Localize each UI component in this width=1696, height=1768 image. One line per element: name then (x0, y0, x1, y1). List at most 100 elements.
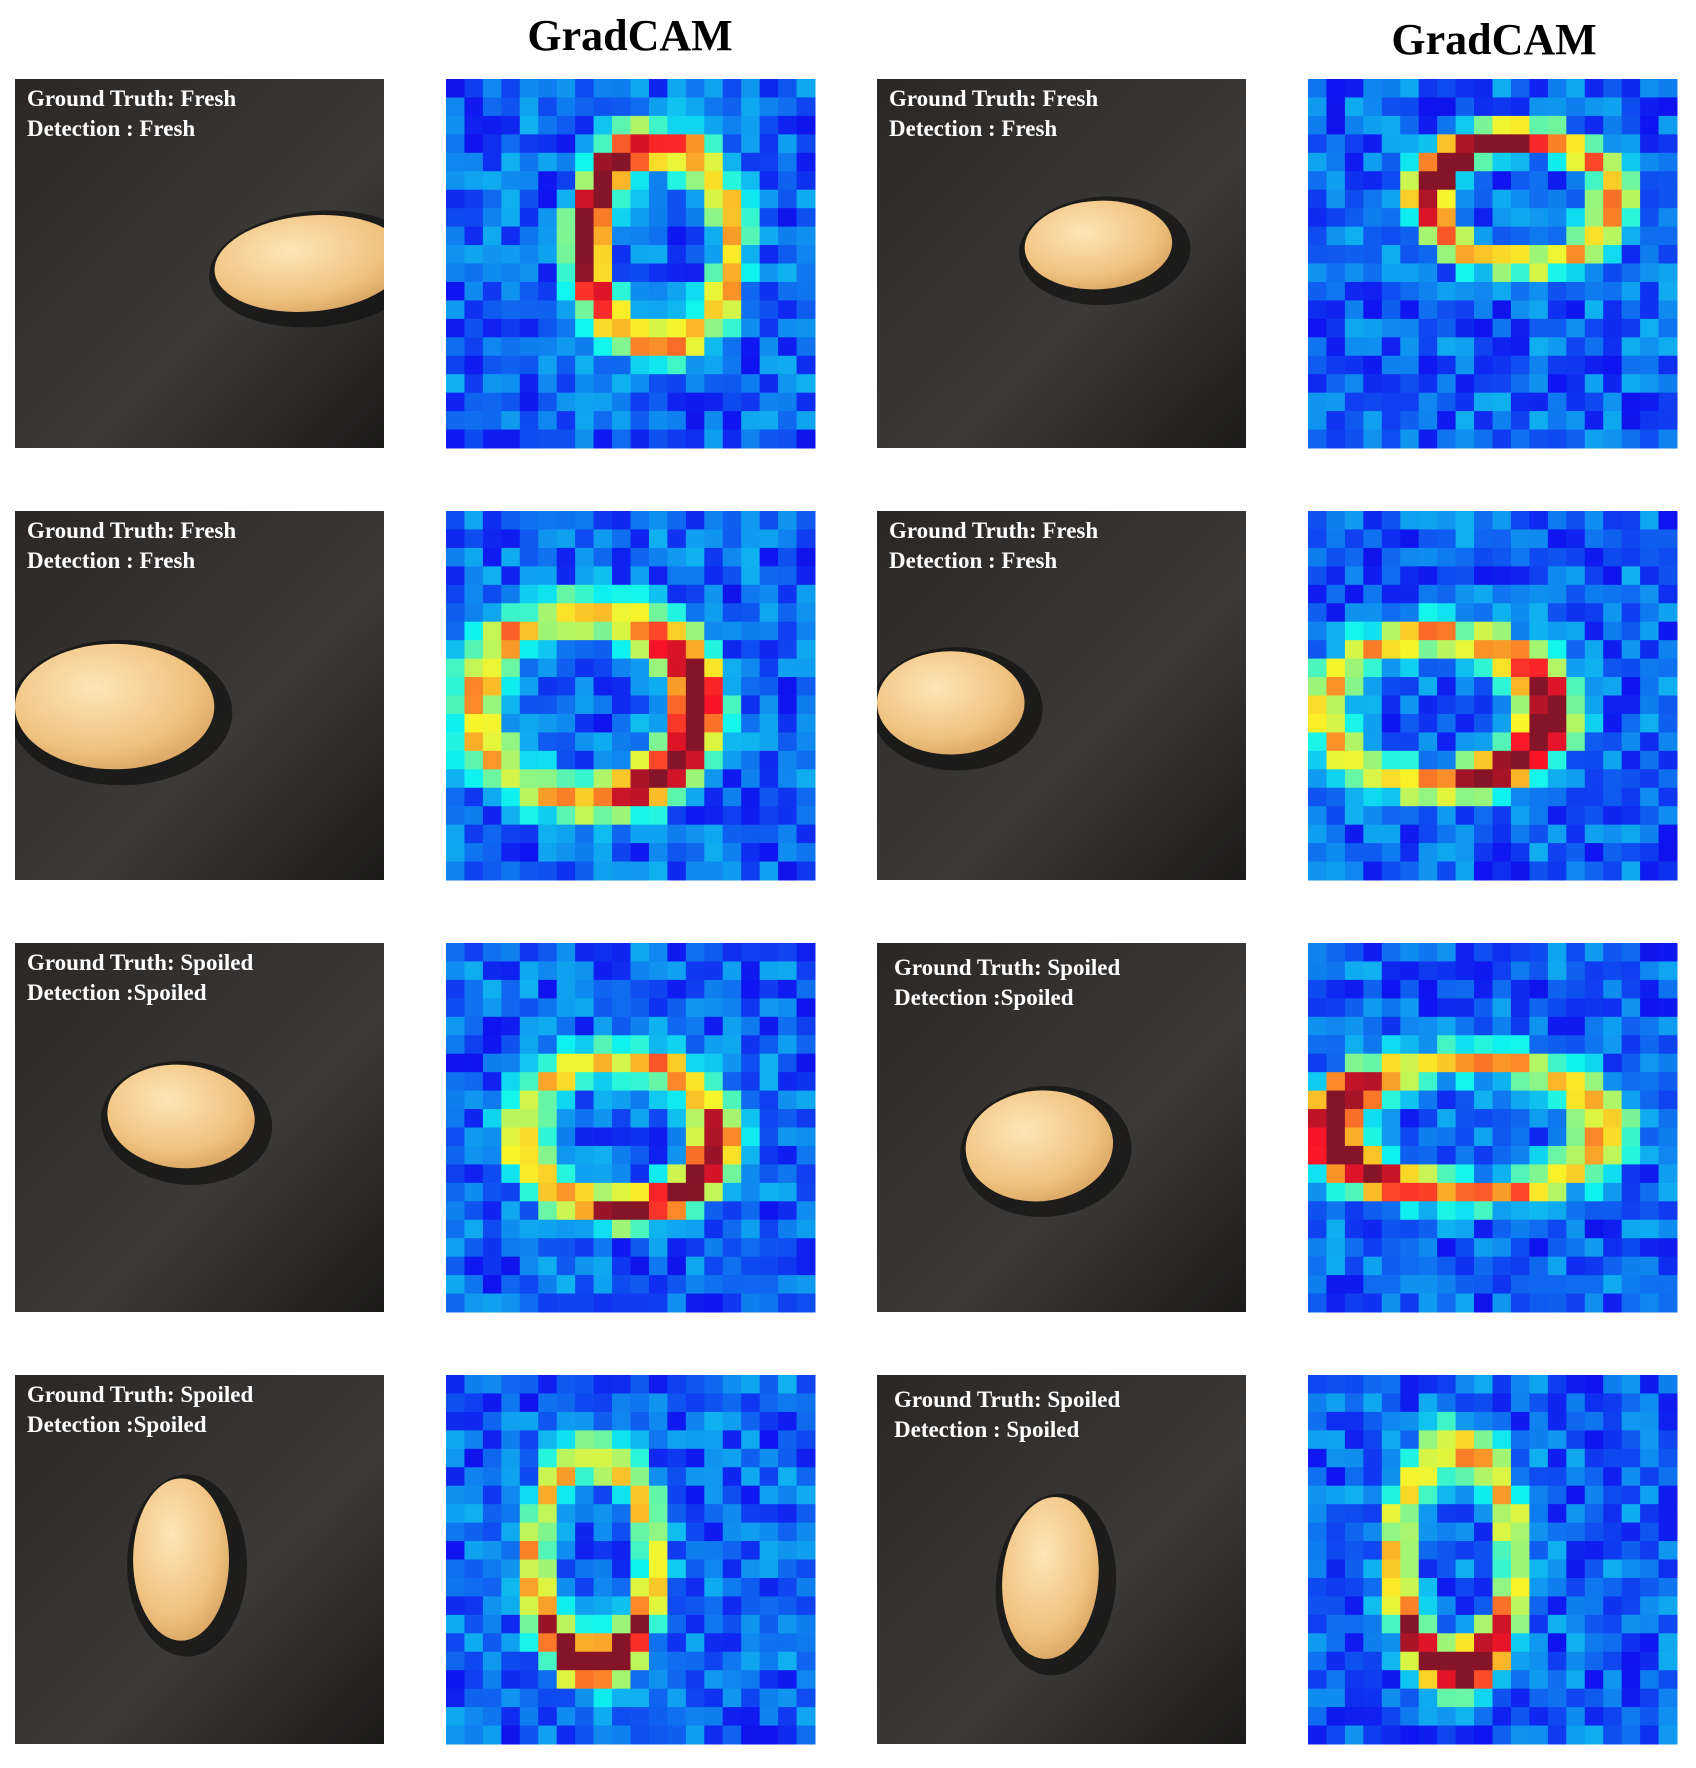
heat-cell (1326, 1127, 1346, 1147)
heat-cell (796, 695, 816, 715)
heat-cell (1474, 1090, 1493, 1110)
heat-cell (1510, 1707, 1530, 1727)
heat-cell (446, 263, 465, 283)
heat-cell (759, 713, 779, 733)
heat-cell (667, 1559, 687, 1579)
heat-cell (1584, 998, 1604, 1018)
heat-cell (501, 861, 521, 881)
heat-cell (1584, 979, 1604, 999)
heat-cell (446, 337, 465, 357)
heat-cell (1326, 529, 1346, 549)
heat-cell (1621, 566, 1641, 586)
heat-cell (482, 1393, 502, 1413)
heat-cell (1344, 374, 1364, 394)
heat-cell (1381, 1072, 1401, 1092)
heat-cell (464, 603, 484, 623)
heat-cell (1381, 603, 1401, 623)
heat-cell (1381, 1559, 1401, 1579)
heat-cell (612, 677, 631, 696)
heat-cell (1418, 245, 1438, 264)
heat-cell (1547, 1182, 1567, 1202)
heat-cell (538, 1164, 558, 1184)
heat-cell (722, 1411, 742, 1431)
heat-cell (1640, 300, 1660, 320)
heat-cell (1381, 1293, 1401, 1313)
heat-cell (1547, 1219, 1567, 1239)
heat-cell (482, 374, 502, 394)
heat-cell (1437, 961, 1457, 981)
ground-truth-label: Ground Truth: Spoiled (894, 1387, 1120, 1412)
heat-cell (722, 640, 742, 660)
heat-cell (1437, 1275, 1457, 1295)
heat-cell (796, 621, 816, 641)
heat-cell (1566, 208, 1586, 228)
heat-cell (593, 1016, 613, 1036)
heat-cell (519, 603, 539, 623)
heat-cell (1455, 750, 1475, 770)
heat-cell (1547, 171, 1567, 191)
heat-cell (685, 1293, 705, 1313)
heat-cell (593, 529, 613, 549)
heat-cell (778, 134, 798, 154)
heat-cell (1510, 1614, 1530, 1634)
heat-cell (519, 1725, 539, 1745)
heat-cell (1566, 584, 1586, 604)
heat-cell (1326, 245, 1346, 264)
heat-cell (1308, 300, 1327, 320)
heat-cell (1326, 337, 1346, 357)
heat-cell (1566, 1035, 1586, 1055)
heat-cell (464, 1596, 484, 1616)
heat-cell (1658, 1393, 1678, 1413)
heat-cell (1621, 1016, 1641, 1036)
heat-cell (704, 861, 724, 881)
heat-cell (648, 1707, 668, 1727)
heat-cell (1547, 337, 1567, 357)
heat-cell (593, 584, 613, 604)
heat-cell (648, 603, 668, 623)
heat-cell (1308, 621, 1327, 641)
heat-cell (538, 1201, 558, 1221)
heat-cell (722, 281, 742, 301)
heat-cell (1363, 566, 1383, 586)
heat-cell (1621, 1707, 1641, 1727)
heat-cell (1381, 713, 1401, 733)
heat-cell (1381, 1201, 1401, 1221)
heat-cell (1363, 695, 1383, 715)
heat-cell (575, 1275, 595, 1295)
heat-cell (1400, 750, 1420, 770)
heat-cell (704, 1238, 724, 1258)
heat-cell (741, 1651, 761, 1671)
heat-cell (575, 79, 595, 98)
heat-cell (630, 1219, 650, 1239)
heat-cell (796, 658, 816, 678)
heat-cell (464, 1016, 484, 1036)
heat-cell (1603, 566, 1623, 586)
heat-cell (704, 1393, 724, 1413)
heat-cell (556, 263, 576, 283)
heat-cell (446, 621, 465, 641)
heat-cell (1603, 1127, 1623, 1147)
heat-cell (575, 998, 595, 1018)
heat-cell (1529, 1688, 1549, 1708)
heat-cell (538, 1393, 558, 1413)
heat-cell (612, 943, 631, 962)
heat-cell (778, 695, 798, 715)
heat-cell (685, 1411, 705, 1431)
heat-cell (1566, 1596, 1586, 1616)
heat-cell (446, 806, 465, 826)
heat-cell (1603, 1651, 1623, 1671)
heat-cell (1400, 1633, 1420, 1653)
heat-cell (575, 695, 595, 715)
heat-cell (1326, 677, 1346, 696)
heat-cell (446, 998, 465, 1018)
heat-cell (1566, 226, 1586, 246)
heat-cell (704, 843, 724, 863)
heat-cell (1455, 1053, 1475, 1073)
heat-cell (575, 189, 595, 209)
heat-cell (778, 411, 798, 431)
heat-cell (1437, 1577, 1457, 1597)
heat-cell (446, 769, 465, 789)
heat-cell (648, 1485, 668, 1505)
heat-cell (1400, 1238, 1420, 1258)
heat-cell (1381, 392, 1401, 412)
